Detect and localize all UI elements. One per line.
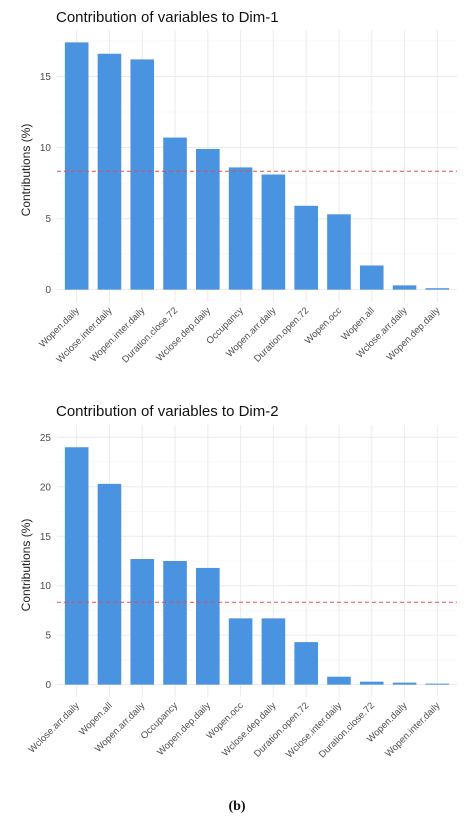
bar [64, 447, 89, 685]
bar [294, 205, 318, 290]
bar [196, 148, 220, 290]
y-tick-label: 0 [45, 680, 51, 691]
y-tick-label: 25 [40, 433, 52, 444]
figure-caption: (b) [228, 799, 245, 814]
x-tick-label: Wclose.arr.daily [27, 700, 82, 755]
bar [327, 214, 351, 290]
bar [261, 174, 286, 290]
bar [327, 676, 351, 685]
bar [228, 618, 253, 685]
bar [425, 683, 450, 685]
bar [261, 618, 286, 685]
x-tick-label: Wclose.inter.daily [55, 305, 115, 365]
y-axis-label: Contributions (%) [19, 519, 33, 612]
y-axis-label: Contributions (%) [19, 124, 33, 217]
bar [392, 682, 417, 685]
bar [97, 483, 122, 685]
y-tick-label: 10 [40, 143, 52, 154]
chart-title: Contribution of variables to Dim-2 [56, 403, 279, 420]
y-tick-label: 10 [40, 581, 52, 592]
x-tick-label: Duration.close.72 [317, 700, 377, 760]
bar [64, 42, 89, 290]
bar [130, 559, 155, 685]
bar [294, 642, 318, 685]
bar [196, 567, 220, 685]
y-tick-label: 0 [45, 285, 51, 296]
chart-dim-1: Contribution of variables to Dim-1 Contr… [19, 9, 457, 365]
chart-title: Contribution of variables to Dim-1 [56, 9, 279, 26]
bar [392, 285, 417, 290]
y-tick-label: 15 [40, 532, 52, 543]
x-tick-label: Wclose.inter.daily [284, 700, 344, 760]
bar [228, 167, 253, 290]
y-tick-label: 20 [40, 482, 52, 493]
bar [359, 681, 384, 685]
bar [359, 265, 384, 290]
bar [130, 59, 155, 290]
x-tick-label: Duration.close.72 [120, 305, 180, 365]
y-tick-label: 15 [40, 72, 52, 83]
y-tick-label: 5 [45, 214, 51, 225]
bar [425, 288, 450, 290]
y-tick-label: 5 [45, 631, 51, 642]
bar [163, 137, 187, 290]
bar [163, 561, 187, 685]
chart-dim-2: Contribution of variables to Dim-2 Contr… [19, 403, 457, 760]
